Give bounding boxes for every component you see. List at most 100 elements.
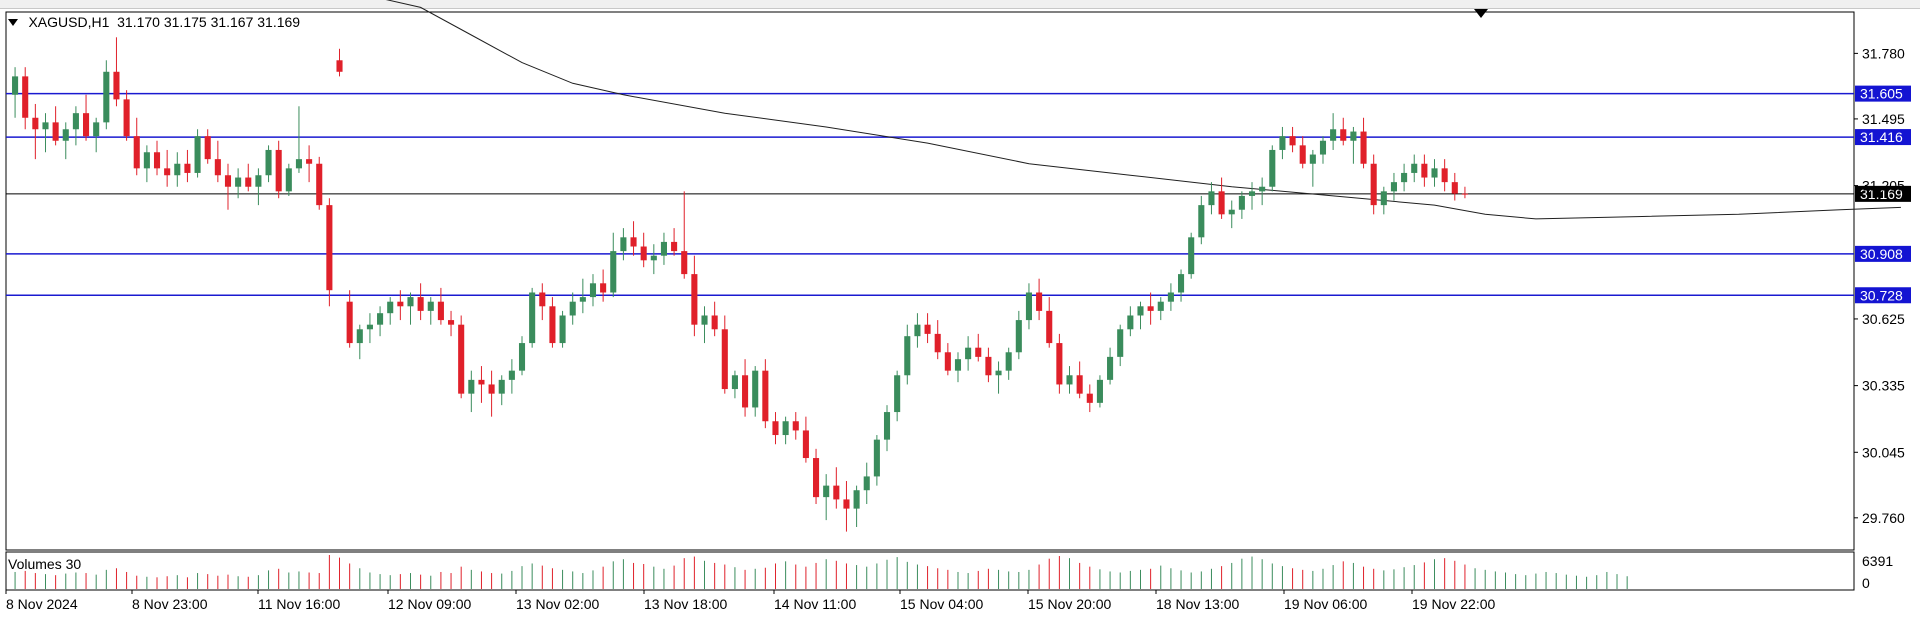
candle-body[interactable] xyxy=(630,237,637,247)
candle-body[interactable] xyxy=(600,283,607,293)
candle-body[interactable] xyxy=(1259,186,1266,192)
candle-body[interactable] xyxy=(164,168,171,176)
candle-body[interactable] xyxy=(569,301,576,316)
candle-body[interactable] xyxy=(1198,205,1205,238)
candle-body[interactable] xyxy=(640,246,647,261)
candle-body[interactable] xyxy=(103,71,110,123)
candle-body[interactable] xyxy=(823,485,830,498)
candle-body[interactable] xyxy=(387,301,394,314)
candle-body[interactable] xyxy=(174,163,181,176)
candle-body[interactable] xyxy=(1441,168,1448,183)
candle-body[interactable] xyxy=(1167,292,1174,302)
candle-body[interactable] xyxy=(549,306,556,344)
candle-body[interactable] xyxy=(488,384,495,394)
candle-body[interactable] xyxy=(904,336,911,376)
candle-body[interactable] xyxy=(356,329,363,344)
candle-body[interactable] xyxy=(853,490,860,509)
candle-body[interactable] xyxy=(1421,163,1428,178)
candle-body[interactable] xyxy=(518,343,526,371)
candle-body[interactable] xyxy=(681,251,688,275)
candle-body[interactable] xyxy=(1238,195,1245,210)
candle-body[interactable] xyxy=(1188,237,1195,275)
candle-body[interactable] xyxy=(93,122,100,137)
candle-body[interactable] xyxy=(316,163,323,206)
candle-body[interactable] xyxy=(224,175,232,187)
candle-body[interactable] xyxy=(1228,209,1235,215)
candle-body[interactable] xyxy=(346,301,353,344)
candle-body[interactable] xyxy=(235,177,242,187)
candle-body[interactable] xyxy=(1046,310,1053,344)
candle-body[interactable] xyxy=(833,485,840,500)
candle-body[interactable] xyxy=(1036,292,1043,311)
candle-body[interactable] xyxy=(721,329,728,390)
candle-body[interactable] xyxy=(873,439,880,477)
candle-body[interactable] xyxy=(417,297,424,311)
candle-body[interactable] xyxy=(113,71,120,100)
candle-body[interactable] xyxy=(701,315,708,325)
candle-body[interactable] xyxy=(995,370,1002,376)
candle-body[interactable] xyxy=(589,283,597,298)
candle-body[interactable] xyxy=(691,274,698,325)
candle-body[interactable] xyxy=(1451,182,1458,194)
candle-body[interactable] xyxy=(1319,140,1327,155)
candle-body[interactable] xyxy=(22,76,29,118)
candle-body[interactable] xyxy=(1330,129,1337,141)
candle-body[interactable] xyxy=(245,177,252,187)
candle-body[interactable] xyxy=(498,379,505,394)
candle-body[interactable] xyxy=(1137,306,1144,316)
candle-body[interactable] xyxy=(83,113,90,137)
candle-body[interactable] xyxy=(1350,131,1357,141)
candle-body[interactable] xyxy=(458,324,465,394)
candle-body[interactable] xyxy=(1107,356,1114,380)
candle-body[interactable] xyxy=(1015,320,1022,353)
candle-body[interactable] xyxy=(965,347,972,360)
candle-body[interactable] xyxy=(1279,136,1286,150)
collapse-triangle-icon[interactable] xyxy=(8,19,18,27)
candle-body[interactable] xyxy=(285,168,292,192)
candle-body[interactable] xyxy=(610,251,617,293)
candle-body[interactable] xyxy=(204,136,211,160)
candle-body[interactable] xyxy=(1360,131,1367,164)
candle-body[interactable] xyxy=(1401,172,1408,183)
candle-body[interactable] xyxy=(508,370,515,380)
candle-body[interactable] xyxy=(1309,154,1316,164)
candle-body[interactable] xyxy=(133,136,140,169)
candle-body[interactable] xyxy=(1005,352,1012,371)
candle-body[interactable] xyxy=(214,159,221,176)
candle-body[interactable] xyxy=(782,421,789,436)
candle-body[interactable] xyxy=(194,136,201,173)
candle-body[interactable] xyxy=(975,347,982,357)
candle-body[interactable] xyxy=(1269,149,1276,187)
candle-body[interactable] xyxy=(1117,329,1124,357)
candle-body[interactable] xyxy=(671,241,678,252)
candle-body[interactable] xyxy=(1025,292,1032,321)
candle-body[interactable] xyxy=(1157,301,1164,311)
candle-body[interactable] xyxy=(985,356,992,376)
candle-body[interactable] xyxy=(863,476,870,491)
candle-body[interactable] xyxy=(894,375,901,413)
candle-body[interactable] xyxy=(1380,191,1387,206)
candle-body[interactable] xyxy=(924,324,931,334)
candle-body[interactable] xyxy=(792,421,799,431)
candle-body[interactable] xyxy=(529,292,536,344)
candle-body[interactable] xyxy=(366,324,373,330)
candle-body[interactable] xyxy=(883,412,891,440)
candle-body[interactable] xyxy=(762,370,769,422)
candle-body[interactable] xyxy=(437,301,444,321)
candle-body[interactable] xyxy=(295,159,302,169)
candle-body[interactable] xyxy=(377,313,384,325)
candle-body[interactable] xyxy=(478,379,485,385)
candle-body[interactable] xyxy=(934,333,941,353)
candle-body[interactable] xyxy=(72,113,79,130)
candle-body[interactable] xyxy=(1208,191,1215,206)
candle-body[interactable] xyxy=(427,301,434,311)
candle-body[interactable] xyxy=(184,163,191,173)
candle-body[interactable] xyxy=(1147,306,1154,311)
candle-body[interactable] xyxy=(1066,375,1073,385)
candle-body[interactable] xyxy=(42,122,49,130)
candle-body[interactable] xyxy=(1431,168,1438,178)
candle-body[interactable] xyxy=(1299,145,1306,164)
candle-body[interactable] xyxy=(1411,163,1418,173)
candle-body[interactable] xyxy=(650,255,657,261)
